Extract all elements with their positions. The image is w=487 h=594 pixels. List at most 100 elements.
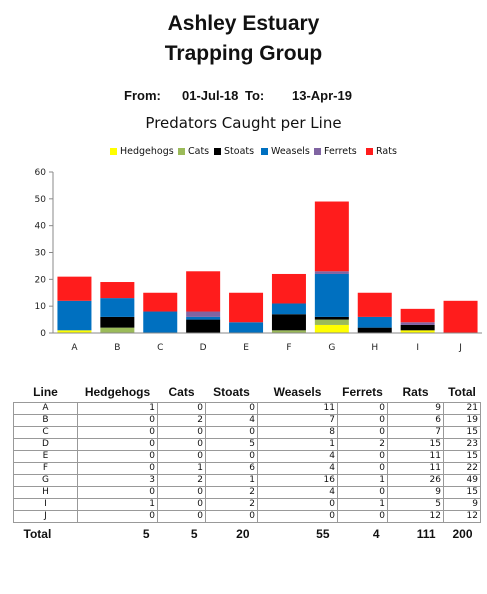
x-tick-label: I (416, 343, 419, 353)
value-cell: 19 (443, 414, 481, 427)
value-cell: 0 (205, 510, 258, 523)
bar-segment (314, 319, 349, 325)
line-cell: E (13, 450, 78, 463)
value-cell: 2 (205, 498, 258, 511)
value-cell: 4 (257, 486, 338, 499)
totals-row: Total 5 5 20 55 4 111 200 (14, 523, 481, 546)
x-tick-label: J (458, 343, 462, 353)
value-cell: 0 (337, 510, 388, 523)
value-cell: 2 (157, 474, 206, 487)
table-row: F 0 1 6 4 0 11 22 (13, 462, 481, 475)
bar-segment (143, 311, 178, 333)
value-cell: 8 (257, 426, 338, 439)
value-cell: 9 (387, 402, 444, 415)
legend-swatch (314, 148, 321, 155)
value-cell: 11 (387, 462, 444, 475)
y-tick-label: 30 (35, 249, 47, 259)
value-cell: 12 (387, 510, 444, 523)
value-cell: 0 (257, 510, 338, 523)
line-cell: G (13, 474, 78, 487)
value-cell: 49 (443, 474, 481, 487)
legend-swatch (178, 148, 185, 155)
bar-segment (400, 330, 435, 333)
value-cell: 1 (205, 474, 258, 487)
column-header: Stoats (213, 385, 250, 399)
legend-label: Cats (188, 146, 210, 157)
value-cell: 2 (337, 438, 388, 451)
bar-segment (271, 273, 306, 304)
value-cell: 12 (443, 510, 481, 523)
bar-segment (186, 311, 221, 317)
value-cell: 0 (77, 450, 158, 463)
total-cell: 111 (416, 526, 436, 541)
value-cell: 0 (337, 402, 388, 415)
value-cell: 0 (77, 462, 158, 475)
value-cell: 1 (337, 498, 388, 511)
legend-item-cats: Cats (178, 146, 209, 157)
bar-segment (186, 271, 221, 312)
value-cell: 26 (387, 474, 444, 487)
table-row: A 1 0 0 11 0 9 21 (13, 402, 481, 415)
value-cell: 21 (443, 402, 481, 415)
column-header: Weasels (273, 385, 322, 399)
value-cell: 4 (257, 450, 338, 463)
bar-segment (143, 292, 178, 312)
bar-segment (57, 330, 92, 333)
line-cell: F (13, 462, 78, 475)
bar-segment (314, 201, 349, 272)
bar-segment (400, 322, 435, 325)
bar-segment (314, 316, 349, 320)
bar-segment (271, 303, 306, 315)
legend-item-weasels: Weasels (261, 146, 310, 157)
line-cell: B (13, 414, 78, 427)
value-cell: 0 (77, 486, 158, 499)
table-row: C 0 0 0 8 0 7 15 (13, 426, 481, 439)
chart-title: Predators Caught per Line (145, 114, 342, 132)
value-cell: 1 (337, 474, 388, 487)
value-cell: 22 (443, 462, 481, 475)
value-cell: 9 (443, 498, 481, 511)
bar-segment (100, 316, 135, 328)
value-cell: 0 (337, 462, 388, 475)
y-tick-label: 40 (35, 222, 47, 232)
y-tick-label: 50 (35, 195, 47, 205)
line-cell: D (13, 438, 78, 451)
table-row: D 0 0 5 1 2 15 23 (13, 438, 481, 451)
value-cell: 0 (337, 426, 388, 439)
value-cell: 5 (205, 438, 258, 451)
total-label: Total (23, 526, 52, 541)
x-tick-label: C (157, 343, 163, 353)
bar-segment (314, 271, 349, 274)
from-date: 01-Jul-18 (182, 88, 239, 103)
legend-swatch (261, 148, 268, 155)
table-row: H 0 0 2 4 0 9 15 (13, 486, 481, 499)
total-cell: 55 (316, 526, 330, 541)
value-cell: 11 (387, 450, 444, 463)
line-cell: H (13, 486, 78, 499)
value-cell: 15 (443, 450, 481, 463)
y-tick-label: 20 (35, 275, 47, 285)
value-cell: 0 (157, 402, 206, 415)
y-tick-label: 60 (35, 168, 47, 178)
x-tick-label: B (114, 343, 120, 353)
bar-segment (357, 316, 392, 328)
value-cell: 11 (257, 402, 338, 415)
legend-label: Hedgehogs (120, 146, 174, 157)
legend-swatch (366, 148, 373, 155)
x-tick-label: D (200, 343, 207, 353)
value-cell: 0 (157, 450, 206, 463)
total-cell: 20 (236, 526, 250, 541)
value-cell: 1 (77, 402, 158, 415)
y-tick-label: 10 (35, 302, 47, 312)
y-tick-label: 0 (40, 329, 46, 339)
value-cell: 4 (205, 414, 258, 427)
value-cell: 0 (157, 498, 206, 511)
to-date: 13-Apr-19 (292, 88, 352, 103)
x-tick-label: G (328, 343, 335, 353)
table-row: J 0 0 0 0 0 12 12 (13, 510, 481, 523)
bar-segment (357, 327, 392, 333)
bar-segment (443, 300, 478, 333)
table-row: E 0 0 0 4 0 11 15 (13, 450, 481, 463)
x-tick-label: H (371, 343, 378, 353)
